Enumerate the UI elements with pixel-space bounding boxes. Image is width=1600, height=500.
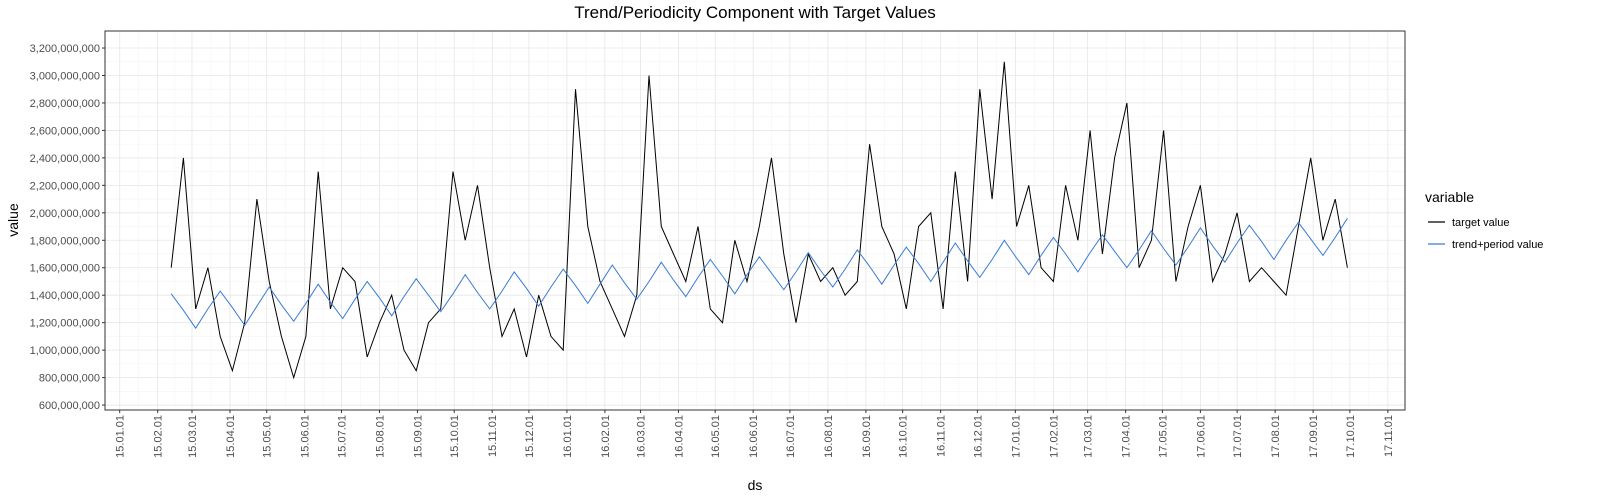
x-tick-label: 17.03.01 (1083, 415, 1095, 458)
y-tick-label: 2,800,000,000 (30, 98, 100, 110)
x-tick-label: 16.06.01 (748, 415, 760, 458)
y-tick-label: 600,000,000 (39, 400, 100, 412)
y-tick-label: 1,000,000,000 (30, 345, 100, 357)
x-tick-label: 16.07.01 (785, 415, 797, 458)
x-tick-label: 17.08.01 (1270, 415, 1282, 458)
y-tick-label: 2,600,000,000 (30, 125, 100, 137)
x-tick-label: 17.09.01 (1308, 415, 1320, 458)
x-axis-title: ds (748, 477, 763, 493)
x-tick-label: 17.05.01 (1157, 415, 1169, 458)
chart-title: Trend/Periodicity Component with Target … (574, 3, 936, 22)
x-tick-label: 16.03.01 (635, 415, 647, 458)
y-tick-label: 1,600,000,000 (30, 263, 100, 275)
x-tick-label: 17.10.01 (1345, 415, 1357, 458)
y-tick-label: 1,800,000,000 (30, 235, 100, 247)
x-tick-label: 17.04.01 (1121, 415, 1133, 458)
x-tick-label: 16.04.01 (673, 415, 685, 458)
legend-label: target value (1452, 217, 1509, 229)
x-tick-label: 16.05.01 (710, 415, 722, 458)
x-tick-label: 15.07.01 (336, 415, 348, 458)
y-tick-label: 1,200,000,000 (30, 318, 100, 330)
x-tick-label: 17.06.01 (1195, 415, 1207, 458)
x-tick-label: 17.07.01 (1232, 415, 1244, 458)
x-tick-label: 15.06.01 (300, 415, 312, 458)
x-tick-label: 16.09.01 (861, 415, 873, 458)
x-tick-label: 17.11.01 (1383, 415, 1395, 457)
x-tick-label: 15.10.01 (449, 415, 461, 458)
series-line (170, 61, 1348, 380)
y-tick-label: 1,400,000,000 (30, 290, 100, 302)
x-tick-label: 16.08.01 (823, 415, 835, 458)
y-tick-label: 3,200,000,000 (30, 43, 100, 55)
y-tick-label: 2,200,000,000 (30, 180, 100, 192)
x-tick-label: 15.11.01 (487, 415, 499, 457)
series-line (170, 218, 1348, 330)
plot-border (104, 30, 1406, 411)
plot-background (105, 31, 1405, 410)
legend-title: variable (1425, 189, 1474, 205)
y-tick-label: 800,000,000 (39, 373, 100, 385)
x-tick-label: 15.03.01 (187, 415, 199, 458)
legend-label: trend+period value (1452, 239, 1543, 251)
x-tick-label: 16.01.01 (562, 415, 574, 458)
y-tick-label: 2,400,000,000 (30, 153, 100, 165)
x-tick-label: 16.10.01 (898, 415, 910, 458)
x-tick-label: 16.11.01 (936, 415, 948, 457)
x-tick-label: 15.04.01 (225, 415, 237, 458)
x-tick-label: 15.08.01 (374, 415, 386, 458)
x-tick-label: 15.01.01 (115, 415, 127, 458)
x-tick-label: 17.02.01 (1048, 415, 1060, 458)
y-tick-label: 3,000,000,000 (30, 70, 100, 82)
x-tick-label: 17.01.01 (1010, 415, 1022, 458)
x-tick-label: 16.02.01 (600, 415, 612, 458)
x-tick-label: 16.12.01 (972, 415, 984, 458)
y-tick-label: 2,000,000,000 (30, 208, 100, 220)
y-axis-title: value (5, 203, 21, 237)
x-tick-label: 15.02.01 (153, 415, 165, 458)
x-tick-label: 15.12.01 (524, 415, 536, 458)
x-tick-label: 15.05.01 (262, 415, 274, 458)
x-tick-label: 15.09.01 (412, 415, 424, 458)
